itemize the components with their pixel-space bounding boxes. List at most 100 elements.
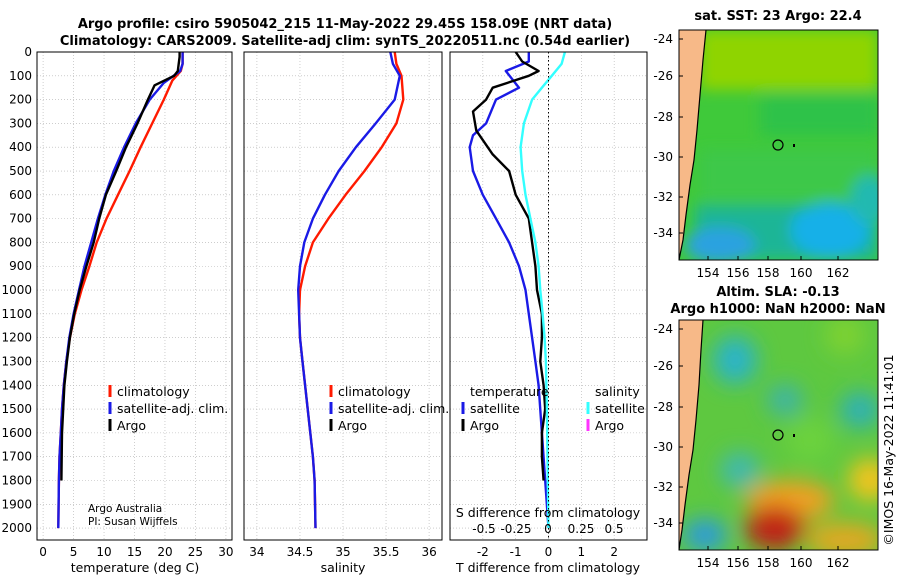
figure-title-line1: Argo profile: csiro 5905042_215 11-May-2… — [78, 17, 612, 32]
temperature-tick-labels: 0 5 10 15 20 25 30 — [39, 545, 233, 559]
d-legend-targo: Argo — [470, 418, 499, 433]
depth-tick-label: 1500 — [1, 402, 32, 416]
depth-tick-label: 100 — [9, 69, 32, 83]
s-diff-tick-5: 0.5 — [604, 522, 623, 536]
d-legend-ssat: satellite — [595, 401, 645, 416]
salinity-tick-labels: 34 34.5 35 35.5 36 — [249, 545, 436, 559]
sla-argo-location-marker — [772, 429, 784, 441]
depth-tick-label: 1900 — [1, 497, 32, 511]
s-diff-tick-4: 0.25 — [568, 522, 595, 536]
legend-argo: Argo — [117, 418, 146, 433]
depth-tick-label: 200 — [9, 93, 32, 107]
sla-map-title1: Altim. SLA: -0.13 — [716, 285, 839, 300]
difference-top-xlabel: S difference from climatology — [456, 505, 641, 520]
temperature-axes-frame — [36, 51, 233, 541]
sst-island-marker — [793, 144, 795, 147]
x-tick-label: 20 — [157, 545, 172, 559]
salinity-xlabel: salinity — [321, 560, 366, 575]
sla-lat-tick: -30 — [653, 440, 673, 454]
sla-lat-tick: -24 — [653, 322, 673, 336]
x-tick-label: 1 — [578, 545, 586, 559]
depth-tick-label: 700 — [9, 212, 32, 226]
d-legend-temperature-head: temperature — [470, 384, 549, 399]
d-legend-salinity-head: salinity — [595, 384, 640, 399]
sst-map-title: sat. SST: 23 Argo: 22.4 — [694, 9, 861, 24]
temperature-legend: climatology satellite-adj. clim. Argo — [108, 384, 228, 433]
depth-tick-label: 1800 — [1, 473, 32, 487]
sst-lon-tick: 154 — [697, 266, 720, 280]
sla-lat-tick: -26 — [653, 359, 673, 373]
series-line-argo — [60, 52, 181, 481]
x-tick-label: 25 — [188, 545, 203, 559]
x-tick-label: 35.5 — [373, 545, 400, 559]
sst-argo-location-marker — [772, 139, 784, 151]
sla-lon-tick: 160 — [790, 556, 813, 570]
x-tick-label: -2 — [477, 545, 489, 559]
x-tick-label: 0 — [545, 545, 553, 559]
depth-tick-label: 1400 — [1, 378, 32, 392]
d-legend-sargo: Argo — [595, 418, 624, 433]
sla-map — [679, 320, 878, 550]
s-legend-climatology: climatology — [338, 384, 411, 399]
sla-lon-tick: 158 — [757, 556, 780, 570]
depth-tick-label: 1300 — [1, 354, 32, 368]
sla-lat-tick: -32 — [653, 480, 673, 494]
sst-lat-tick: -34 — [653, 226, 673, 240]
difference-tick-labels: -2 -1 0 1 2 — [477, 545, 618, 559]
salinity-grid — [244, 51, 442, 540]
sst-lat-tick: -32 — [653, 190, 673, 204]
depth-tick-label: 2000 — [1, 521, 32, 535]
sst-map — [679, 30, 878, 260]
depth-tick-labels: 0 100 200 300 400 500 600 700 800 900 1000 1100 1200… — [1, 45, 32, 535]
x-tick-label: 30 — [218, 545, 233, 559]
depth-tick-label: 1200 — [1, 331, 32, 345]
difference-lines — [468, 52, 567, 529]
depth-tick-label: 400 — [9, 140, 32, 154]
d-legend-tsat: satellite — [470, 401, 520, 416]
sst-lon-tick: 158 — [757, 266, 780, 280]
s-legend-satellite: satellite-adj. clim. — [338, 401, 449, 416]
sla-lon-tick: 156 — [727, 556, 750, 570]
depth-tick-label: 800 — [9, 235, 32, 249]
sla-lat-tick: -34 — [653, 516, 673, 530]
x-tick-label: 36 — [421, 545, 436, 559]
depth-tick-label: 1600 — [1, 426, 32, 440]
sst-lon-tick: 160 — [790, 266, 813, 280]
depth-tick-label: 600 — [9, 188, 32, 202]
credit-pi: PI: Susan Wijffels — [88, 516, 178, 528]
map-tick-labels: -24 -24 -26 -26 -28 -28 -30 -30 -32 -32 -34 -34 154 1… — [653, 32, 849, 570]
depth-tick-label: 500 — [9, 164, 32, 178]
s-diff-tick-3: 0 — [544, 522, 552, 536]
legend-climatology: climatology — [117, 384, 190, 399]
s-diff-tick-1: -0.5 — [472, 522, 495, 536]
x-tick-label: -1 — [510, 545, 522, 559]
salinity-lines — [297, 52, 405, 529]
x-tick-label: 34 — [249, 545, 264, 559]
sst-lon-tick: 156 — [727, 266, 750, 280]
sla-map-frame — [678, 319, 879, 551]
difference-xlabel: T difference from climatology — [455, 560, 641, 575]
x-tick-label: 15 — [127, 545, 142, 559]
x-tick-label: 2 — [610, 545, 618, 559]
series-line-s-satellite — [519, 52, 567, 529]
imos-watermark: ©IMOS 16-May-2022 11:41:01 — [881, 354, 896, 545]
depth-tick-label: 900 — [9, 259, 32, 273]
sla-island-marker — [793, 434, 795, 437]
s-diff-tick-2: -0.25 — [500, 522, 531, 536]
sst-lat-tick: -24 — [653, 32, 673, 46]
x-tick-label: 10 — [96, 545, 111, 559]
depth-tick-label: 1700 — [1, 450, 32, 464]
salinity-legend: climatology satellite-adj. clim. Argo — [329, 384, 449, 433]
figure-title-line2: Climatology: CARS2009. Satellite-adj cli… — [60, 34, 630, 49]
sst-map-frame — [678, 29, 879, 261]
depth-tick-label: 300 — [9, 116, 32, 130]
sla-lon-tick: 154 — [697, 556, 720, 570]
temperature-grid — [37, 51, 232, 540]
depth-tick-label: 0 — [24, 45, 32, 59]
sla-map-title2: Argo h1000: NaN h2000: NaN — [670, 302, 885, 317]
x-tick-label: 5 — [70, 545, 78, 559]
series-line-climatology — [297, 52, 405, 529]
sst-lat-tick: -30 — [653, 150, 673, 164]
sst-lat-tick: -26 — [653, 69, 673, 83]
